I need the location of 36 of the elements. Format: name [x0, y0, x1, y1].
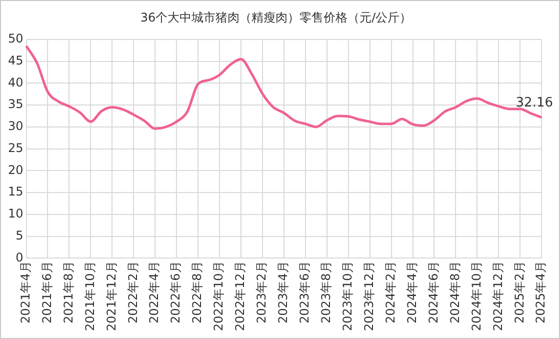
- x-tick-label: 2022年6月: [168, 261, 183, 324]
- y-tick-label: 50: [8, 32, 24, 46]
- y-tick-label: 5: [16, 228, 24, 242]
- x-tick-label: 2023年4月: [276, 261, 290, 324]
- data-label: 32.16: [516, 95, 553, 110]
- y-tick-label: 10: [8, 206, 24, 221]
- x-tick-label: 2023年10月: [340, 261, 354, 332]
- y-tick-label: 20: [8, 162, 24, 177]
- x-tick-label: 2022年12月: [233, 261, 248, 332]
- x-tick-label: 2021年10月: [82, 261, 97, 332]
- x-tick-label: 2024年8月: [448, 261, 462, 324]
- chart-title: 36个大中城市猪肉（精瘦肉）零售价格（元/公斤）: [140, 10, 412, 24]
- x-tick-label: 2022年4月: [147, 261, 162, 324]
- x-tick-label: 2024年10月: [469, 261, 484, 332]
- x-tick-label: 2023年8月: [319, 261, 334, 324]
- x-tick-label: 2024年6月: [426, 261, 440, 324]
- x-tick-label: 2021年6月: [40, 261, 54, 324]
- y-tick-label: 40: [8, 75, 24, 90]
- x-tick-label: 2024年12月: [490, 261, 505, 332]
- x-tick-label: 2024年4月: [404, 261, 419, 324]
- x-tick-label: 2023年12月: [362, 261, 376, 332]
- y-tick-label: 25: [8, 140, 24, 155]
- y-tick-label: 30: [8, 119, 24, 134]
- x-tick-label: 2022年2月: [126, 261, 140, 324]
- x-tick-label: 2025年2月: [512, 261, 526, 324]
- x-tick-label: 2021年12月: [104, 261, 118, 332]
- x-tick-label: 2024年2月: [383, 261, 398, 324]
- x-tick-label: 2021年8月: [61, 261, 76, 324]
- y-tick-label: 45: [8, 53, 24, 68]
- x-tick-label: 2023年6月: [298, 261, 312, 324]
- x-tick-label: 2025年4月: [534, 261, 548, 324]
- x-tick-label: 2023年2月: [254, 261, 269, 324]
- x-tick-label: 2022年8月: [190, 261, 204, 324]
- y-tick-label: 35: [8, 97, 24, 112]
- x-tick-label: 2022年10月: [212, 261, 226, 332]
- y-tick-label: 15: [8, 184, 24, 199]
